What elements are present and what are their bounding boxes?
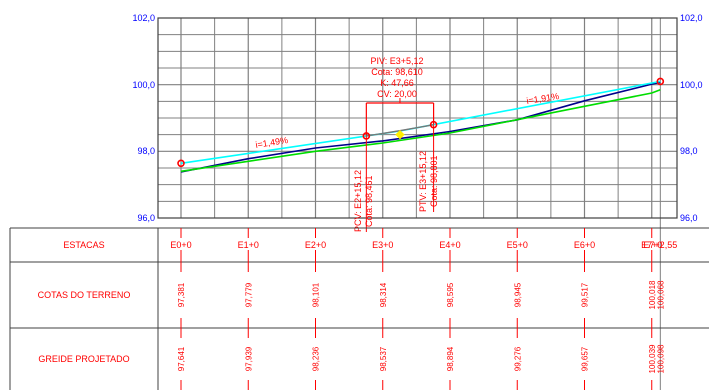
terrain-value-5: 98,945 <box>513 282 522 307</box>
y-tick-right-0: 102,0 <box>680 13 703 23</box>
y-tick-left-0: 102,0 <box>132 13 155 23</box>
grade-value-3: 98,537 <box>379 346 388 371</box>
station-label-6: E6+0 <box>574 240 595 250</box>
row-title-cotas-terreno: COTAS DO TERRENO <box>38 290 131 300</box>
station-label-4: E4+0 <box>439 240 460 250</box>
pcv-line-station: PCV: E2+15,12 <box>353 170 363 232</box>
y-tick-left-2: 98,0 <box>137 146 155 156</box>
terrain-value-2: 98,101 <box>312 282 321 307</box>
end-point-marker <box>656 77 665 86</box>
station-label-1: E1+0 <box>238 240 259 250</box>
terrain-value-8: 100,068 <box>656 280 665 309</box>
y-tick-right-2: 98,0 <box>680 146 698 156</box>
station-label-2: E2+0 <box>305 240 326 250</box>
piv-line-k: K: 47,66 <box>380 78 414 88</box>
piv-line-cota: Cota: 98,610 <box>371 67 423 77</box>
terrain-value-6: 99,517 <box>581 282 590 307</box>
series-line-grade_line <box>180 88 661 173</box>
plot-border <box>157 17 678 219</box>
y-tick-left-1: 100,0 <box>132 80 155 90</box>
pcv-label: PCV: E2+15,12 Cota: 98,461 <box>353 170 374 232</box>
y-tick-right-3: 96,0 <box>680 213 698 223</box>
grade-value-7: 100,039 <box>648 344 657 373</box>
curve-midpoint-marker <box>395 129 405 140</box>
grade-value-5: 99,276 <box>513 346 522 371</box>
station-label-3: E3+0 <box>372 240 393 250</box>
row-title-greide-projetado: GREIDE PROJETADO <box>38 354 129 364</box>
terrain-value-7: 100,018 <box>648 280 657 309</box>
terrain-value-1: 97,779 <box>244 282 253 307</box>
row-title-estacas: ESTACAS <box>63 240 104 250</box>
station-label-8: E7+2,55 <box>643 240 677 250</box>
vertical-curve-annotation <box>177 77 665 232</box>
y-tick-left-3: 96,0 <box>137 213 155 223</box>
ptv-point-marker <box>429 120 438 129</box>
table-cells: E0+0 97,381 97,641 E1+0 97,779 97,939 E2+0 98,1… <box>170 228 677 390</box>
piv-label: PIV: E3+5,12 Cota: 98,610 K: 47,66 CV: 2… <box>371 56 424 99</box>
piv-line-station: PIV: E3+5,12 <box>371 56 424 66</box>
grade-value-8: 100,098 <box>656 344 665 373</box>
terrain-value-0: 97,381 <box>177 282 186 307</box>
station-label-5: E5+0 <box>507 240 528 250</box>
terrain-value-4: 98,595 <box>446 282 455 307</box>
grade-value-0: 97,641 <box>177 346 186 371</box>
data-table: ESTACAS COTAS DO TERRENO GREIDE PROJETAD… <box>9 227 709 390</box>
pcv-line-cota: Cota: 98,461 <box>364 175 374 227</box>
ptv-line-cota: Cota: 98,801 <box>429 155 439 207</box>
grade-value-1: 97,939 <box>244 346 253 371</box>
terrain-value-3: 98,314 <box>379 282 388 307</box>
series-line-terrain <box>180 81 661 173</box>
station-label-0: E0+0 <box>170 240 191 250</box>
chart-frame <box>157 17 678 219</box>
ptv-line-station: PTV: E3+15,12 <box>418 151 428 212</box>
chart-grid <box>158 18 677 390</box>
grade-value-6: 99,657 <box>581 346 590 371</box>
grade-value-2: 98,236 <box>312 346 321 371</box>
piv-line-cv: CV: 20,00 <box>377 89 417 99</box>
station-label-7: E7+0 <box>641 240 662 250</box>
grade-value-4: 98,894 <box>446 346 455 371</box>
pcv-point-marker <box>362 132 371 140</box>
y-tick-right-1: 100,0 <box>680 80 703 90</box>
elevation-axis: 102,0 100,0 98,0 96,0 102,0 100,0 98,0 9… <box>132 13 702 223</box>
ptv-label: PTV: E3+15,12 Cota: 98,801 <box>418 151 439 212</box>
start-point-marker <box>177 159 185 168</box>
